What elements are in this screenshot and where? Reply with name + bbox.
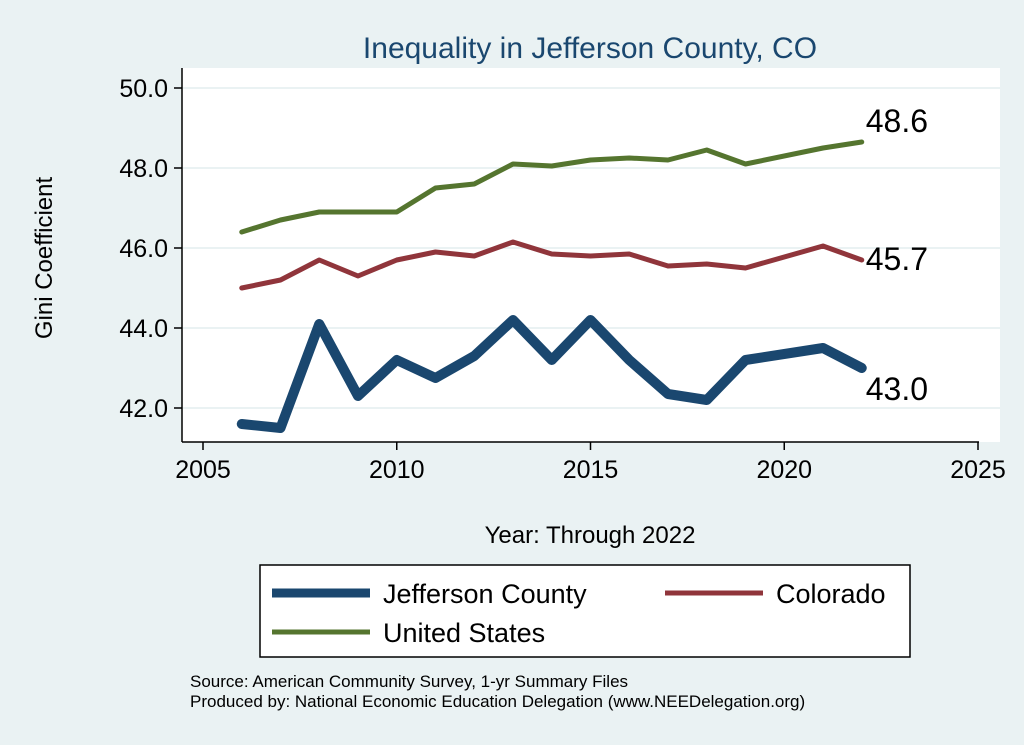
- y-tick-label: 50.0: [119, 75, 168, 103]
- y-tick-label: 44.0: [119, 315, 168, 343]
- y-tick-label: 48.0: [119, 155, 168, 183]
- y-axis-label: Gini Coefficient: [31, 177, 58, 340]
- x-tick-label: 2015: [563, 456, 619, 484]
- x-tick-label: 2005: [175, 456, 231, 484]
- producer-note: Produced by: National Economic Education…: [190, 692, 805, 711]
- legend: Jefferson County Colorado United States: [259, 564, 911, 658]
- end-label-0: 43.0: [866, 371, 928, 407]
- end-label-1: 45.7: [866, 241, 928, 277]
- x-axis-label: Year: Through 2022: [485, 522, 696, 549]
- series-line-0: [236, 315, 867, 433]
- chart-title: Inequality in Jefferson County, CO: [363, 32, 817, 65]
- x-tick-label: 2025: [950, 456, 1006, 484]
- legend-label-us: United States: [383, 618, 545, 648]
- series-line-2: [239, 139, 865, 235]
- y-tick-label: 46.0: [119, 235, 168, 263]
- series-line-1: [239, 239, 865, 291]
- y-tick-label: 42.0: [119, 395, 168, 423]
- x-tick-label: 2020: [756, 456, 812, 484]
- legend-label-colorado: Colorado: [776, 579, 886, 609]
- legend-box: [259, 564, 911, 658]
- x-tick-label: 2010: [369, 456, 425, 484]
- source-note: Source: American Community Survey, 1-yr …: [190, 672, 628, 691]
- legend-label-jefferson: Jefferson County: [383, 579, 587, 609]
- end-label-2: 48.6: [866, 103, 928, 139]
